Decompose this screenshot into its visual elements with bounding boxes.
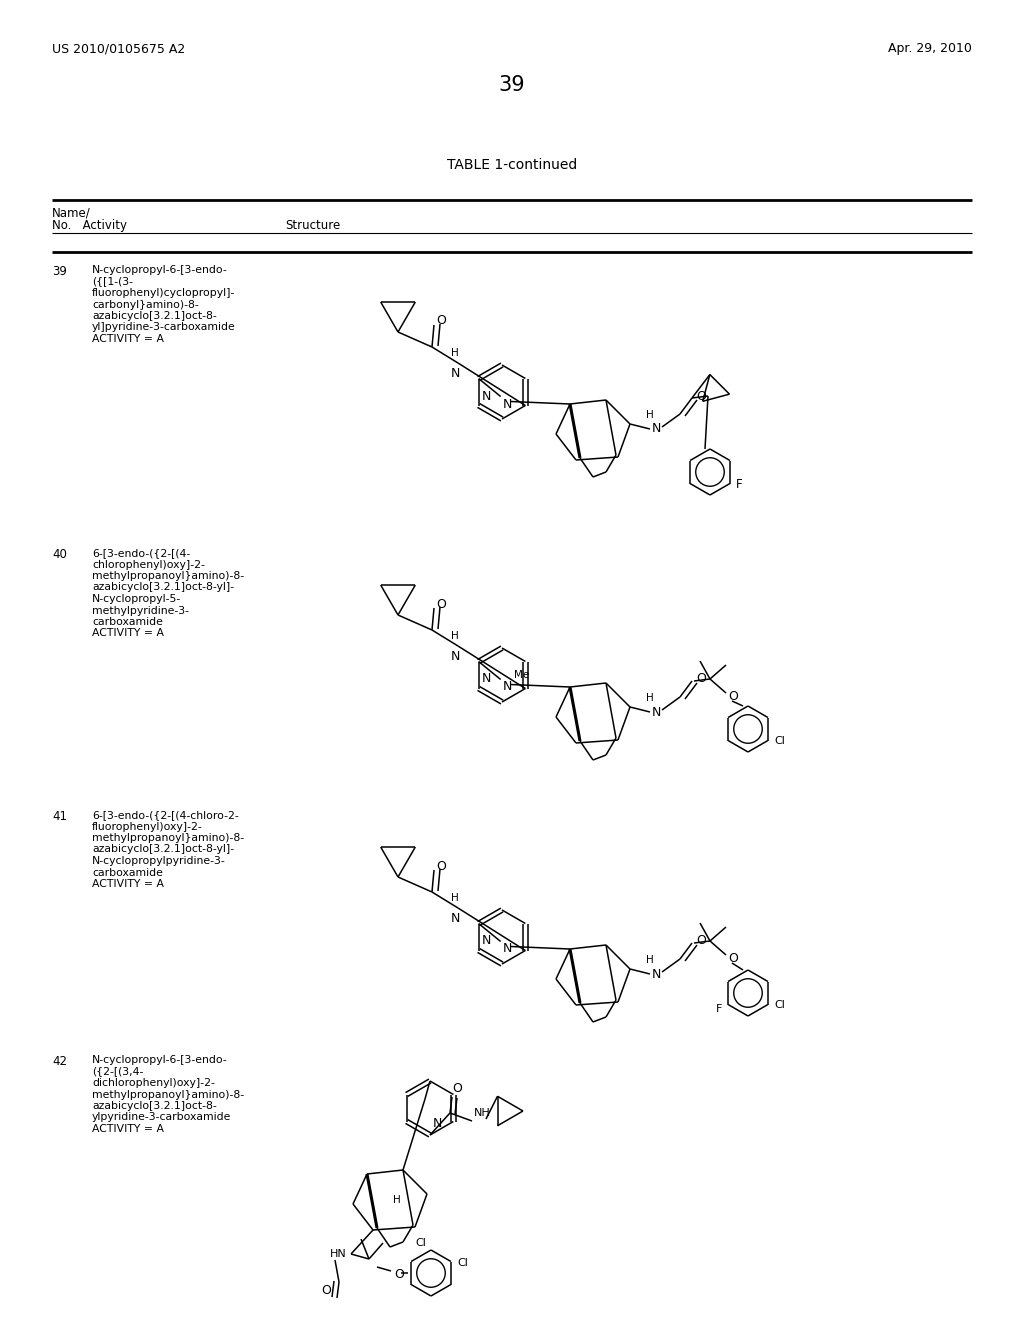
Text: O: O [452,1082,462,1096]
Text: ({2-[(3,4-: ({2-[(3,4- [92,1067,143,1077]
Text: No.   Activity: No. Activity [52,219,127,232]
Text: H: H [646,411,654,420]
Text: Apr. 29, 2010: Apr. 29, 2010 [888,42,972,55]
Text: F: F [736,478,742,491]
Text: US 2010/0105675 A2: US 2010/0105675 A2 [52,42,185,55]
Text: fluorophenyl)oxy]-2-: fluorophenyl)oxy]-2- [92,821,203,832]
Text: H: H [646,693,654,704]
Text: carboxamide: carboxamide [92,867,163,878]
Text: azabicyclo[3.2.1]oct-8-: azabicyclo[3.2.1]oct-8- [92,312,217,321]
Text: N: N [481,935,490,948]
Text: N: N [503,397,512,411]
Text: 42: 42 [52,1055,67,1068]
Text: azabicyclo[3.2.1]oct-8-yl]-: azabicyclo[3.2.1]oct-8-yl]- [92,845,234,854]
Text: ylpyridine-3-carboxamide: ylpyridine-3-carboxamide [92,1113,231,1122]
Text: ACTIVITY = A: ACTIVITY = A [92,628,164,639]
Text: H: H [393,1195,400,1205]
Text: methylpropanoyl}amino)-8-: methylpropanoyl}amino)-8- [92,833,244,843]
Text: Name/: Name/ [52,206,91,219]
Text: ({[1-(3-: ({[1-(3- [92,276,133,286]
Text: N-cyclopropyl-6-[3-endo-: N-cyclopropyl-6-[3-endo- [92,1055,227,1065]
Text: O: O [321,1283,331,1296]
Text: H: H [452,631,459,642]
Text: 6-[3-endo-({2-[(4-chloro-2-: 6-[3-endo-({2-[(4-chloro-2- [92,810,239,820]
Text: methylpyridine-3-: methylpyridine-3- [92,606,189,615]
Text: N: N [481,672,490,685]
Text: Cl: Cl [416,1238,426,1247]
Text: azabicyclo[3.2.1]oct-8-yl]-: azabicyclo[3.2.1]oct-8-yl]- [92,582,234,593]
Text: 40: 40 [52,548,67,561]
Text: chlorophenyl)oxy]-2-: chlorophenyl)oxy]-2- [92,560,205,569]
Text: methylpropanoyl}amino)-8-: methylpropanoyl}amino)-8- [92,1089,244,1100]
Text: azabicyclo[3.2.1]oct-8-: azabicyclo[3.2.1]oct-8- [92,1101,217,1111]
Text: N: N [481,389,490,403]
Text: N: N [652,968,662,981]
Text: methylpropanoyl}amino)-8-: methylpropanoyl}amino)-8- [92,572,244,581]
Text: dichlorophenyl)oxy]-2-: dichlorophenyl)oxy]-2- [92,1078,215,1088]
Text: O: O [394,1269,403,1282]
Text: N: N [652,422,662,436]
Text: O: O [696,672,706,685]
Text: Structure: Structure [285,219,340,232]
Text: fluorophenyl)cyclopropyl]-: fluorophenyl)cyclopropyl]- [92,288,236,298]
Text: N: N [652,705,662,718]
Text: 6-[3-endo-({2-[(4-: 6-[3-endo-({2-[(4- [92,548,190,558]
Text: O: O [436,314,445,327]
Text: carbonyl}amino)-8-: carbonyl}amino)-8- [92,300,199,309]
Text: O: O [436,598,445,610]
Text: H: H [452,894,459,903]
Text: 39: 39 [52,265,67,279]
Text: N: N [451,367,460,380]
Text: N: N [503,681,512,693]
Text: O: O [696,935,706,948]
Text: yl]pyridine-3-carboxamide: yl]pyridine-3-carboxamide [92,322,236,333]
Text: ACTIVITY = A: ACTIVITY = A [92,334,164,345]
Text: Me: Me [514,669,529,680]
Text: Cl: Cl [457,1258,468,1269]
Text: N: N [451,649,460,663]
Text: O: O [728,690,738,704]
Text: O: O [696,389,706,403]
Text: TABLE 1-continued: TABLE 1-continued [446,158,578,172]
Text: H: H [646,954,654,965]
Text: N-cyclopropylpyridine-3-: N-cyclopropylpyridine-3- [92,855,225,866]
Text: N-cyclopropyl-6-[3-endo-: N-cyclopropyl-6-[3-endo- [92,265,227,275]
Text: N-cyclopropyl-5-: N-cyclopropyl-5- [92,594,181,605]
Text: O: O [728,953,738,965]
Text: N: N [451,912,460,925]
Text: ACTIVITY = A: ACTIVITY = A [92,1125,164,1134]
Text: F: F [716,1005,722,1014]
Text: H: H [452,348,459,358]
Text: ACTIVITY = A: ACTIVITY = A [92,879,164,888]
Text: 39: 39 [499,75,525,95]
Text: N: N [503,942,512,956]
Text: Cl: Cl [774,737,784,746]
Text: NH: NH [474,1107,490,1118]
Text: O: O [436,859,445,873]
Text: 41: 41 [52,810,67,822]
Text: Cl: Cl [774,1001,784,1010]
Text: HN: HN [331,1249,347,1259]
Text: N: N [433,1117,442,1130]
Text: carboxamide: carboxamide [92,616,163,627]
